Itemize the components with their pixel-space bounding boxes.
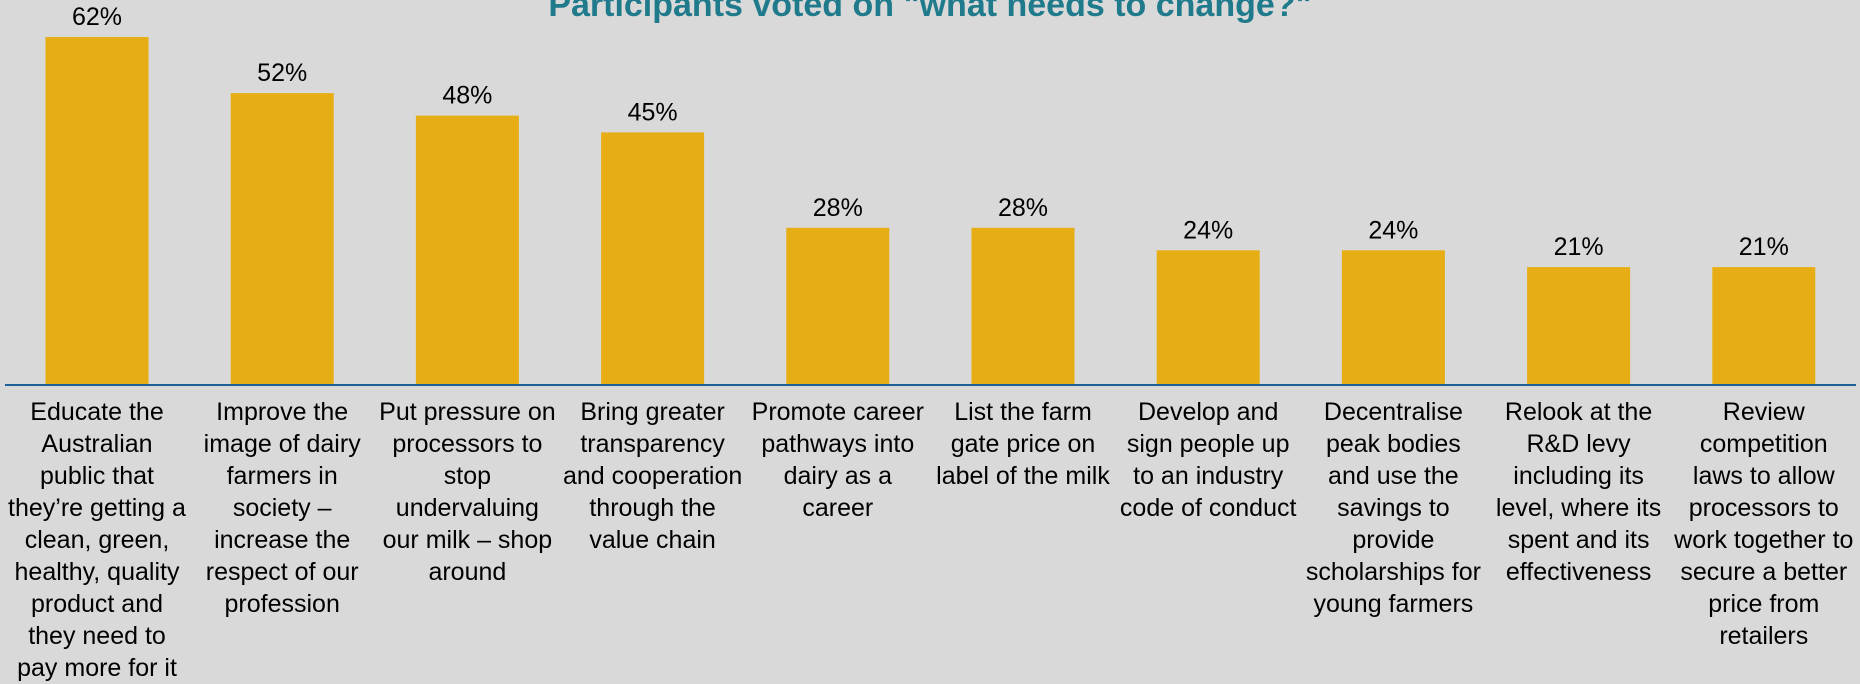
data-label-8: 24% — [1368, 216, 1418, 244]
category-label-1: Educate the Australian public that they’… — [8, 398, 186, 682]
category-label-4: Bring greater transparency and cooperati… — [562, 398, 743, 554]
data-label-3: 48% — [442, 82, 492, 110]
data-label-9: 21% — [1554, 233, 1604, 261]
category-labels: Educate the Australian public that they’… — [0, 396, 1860, 684]
bar-7 — [1156, 250, 1260, 385]
data-label-7: 24% — [1183, 216, 1233, 244]
category-label-9: Relook at the R&D levy including its lev… — [1495, 398, 1662, 586]
data-label-4: 45% — [628, 98, 678, 126]
category-label-7: Develop and sign people up to an industr… — [1119, 398, 1297, 522]
data-label-6: 28% — [998, 194, 1048, 222]
bar-10 — [1712, 267, 1816, 385]
bar-4 — [601, 132, 705, 385]
bar-3 — [415, 115, 519, 385]
category-label-8: Decentralise peak bodies and use the sav… — [1305, 398, 1481, 618]
category-label-6: List the farm gate price on label of the… — [936, 398, 1110, 490]
bar-8 — [1341, 250, 1445, 385]
category-label-5: Promote career pathways into dairy as a … — [751, 398, 924, 522]
category-label-2: Improve the image of dairy farmers in so… — [203, 398, 361, 618]
bar-9 — [1527, 267, 1631, 385]
data-label-10: 21% — [1739, 233, 1789, 261]
chart-title: Participants voted on "what needs to cha… — [548, 0, 1312, 24]
data-label-5: 28% — [813, 194, 863, 222]
data-label-2: 52% — [257, 59, 307, 87]
category-label-10: Review competition laws to allow process… — [1674, 398, 1854, 650]
category-label-3: Put pressure on processors to stop under… — [379, 398, 556, 586]
bar-chart: 62% 52% 48% 45% 28% 28% 24% 24% 21% 21% — [5, 3, 1856, 386]
bar-6 — [971, 227, 1075, 385]
bar-5 — [786, 227, 890, 385]
bar-1 — [45, 37, 149, 385]
data-label-1: 62% — [72, 3, 122, 31]
bar-2 — [230, 93, 334, 385]
